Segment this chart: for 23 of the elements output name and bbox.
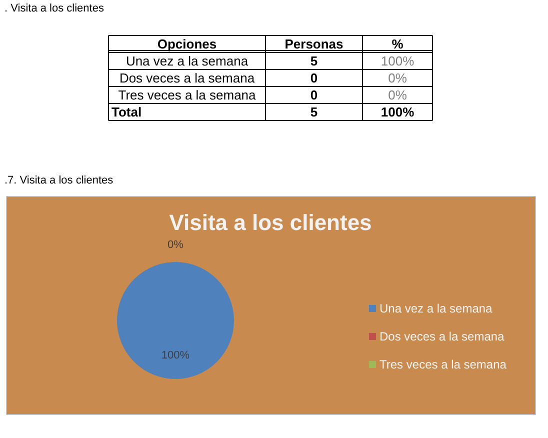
text: % bbox=[392, 36, 404, 52]
legend-label: Una vez a la semana bbox=[380, 302, 493, 316]
text: 0% bbox=[388, 88, 408, 102]
text: 0% bbox=[168, 239, 184, 252]
text: Total bbox=[112, 104, 142, 120]
text: Opciones bbox=[157, 36, 217, 52]
text: 0% bbox=[388, 70, 408, 86]
text: Una vez a la semana bbox=[126, 54, 249, 68]
legend-label: Tres veces a la semana bbox=[380, 358, 507, 372]
text: . Visita a los clientes bbox=[4, 2, 104, 14]
text: 5 bbox=[310, 54, 318, 68]
text: 100% bbox=[380, 54, 415, 68]
chart-title: Visita a los clientes bbox=[169, 210, 372, 235]
text: Personas bbox=[284, 36, 344, 52]
data-label: 100% bbox=[161, 349, 190, 362]
text: 100% bbox=[380, 104, 415, 120]
text: 5 bbox=[310, 104, 318, 120]
text: Tres veces a la semana bbox=[118, 88, 257, 102]
text: 0 bbox=[310, 88, 318, 102]
legend-label: Dos veces a la semana bbox=[380, 330, 505, 344]
text: .7. Visita a los clientes bbox=[4, 174, 114, 186]
text: Dos veces a la semana bbox=[119, 70, 256, 86]
text: 0 bbox=[310, 70, 318, 86]
